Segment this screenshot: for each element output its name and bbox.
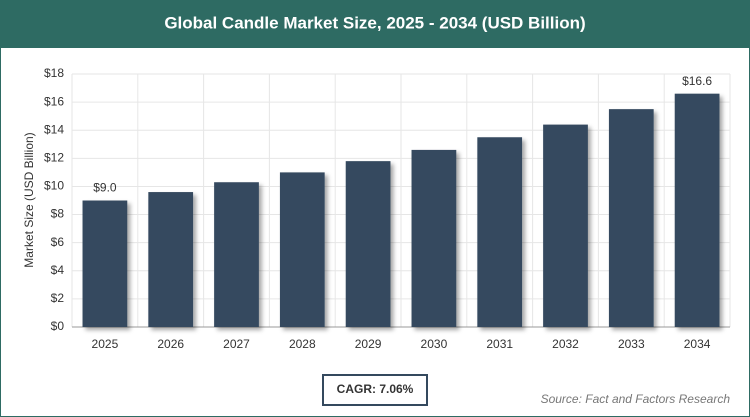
data-label: $16.6 [682,74,712,88]
bar [148,192,194,327]
y-tick-label: $18 [44,66,64,80]
cagr-box [322,374,428,406]
source: Source: Fact and Factors Research [541,392,731,406]
x-tick-label: 2034 [684,337,711,351]
y-tick-label: $16 [44,94,64,108]
bar [279,172,325,327]
y-tick-label: $14 [44,122,64,136]
header [0,0,750,48]
x-tick-label: 2025 [92,337,119,351]
y-tick-label: $10 [44,179,64,193]
cagr-label: CAGR: 7.06% [337,382,414,396]
y-tick-label: $12 [44,151,64,165]
x-tick-label: 2029 [355,337,382,351]
bar [214,182,259,327]
data-label: $9.0 [93,181,117,195]
y-axis-title: Market Size (USD Billion) [22,132,36,267]
bar [82,200,128,327]
y-tick-label: $6 [51,235,65,249]
x-tick-label: 2030 [421,337,448,351]
y-tick-label: $4 [51,263,65,277]
bar [674,93,720,327]
x-tick-label: 2028 [289,337,316,351]
x-tick-label: 2033 [618,337,645,351]
y-tick-label: $2 [51,291,65,305]
x-tick-label: 2032 [552,337,579,351]
x-tick-label: 2027 [223,337,250,351]
y-tick-label: $0 [51,319,65,333]
bar [477,137,523,327]
x-tick-label: 2031 [486,337,513,351]
bar [608,109,654,327]
bar [345,161,391,327]
bar [411,149,457,327]
y-tick-label: $8 [51,207,65,221]
x-tick-label: 2026 [157,337,184,351]
chart-title: Global Candle Market Size, 2025 - 2034 (… [164,13,585,32]
bar [543,124,588,327]
